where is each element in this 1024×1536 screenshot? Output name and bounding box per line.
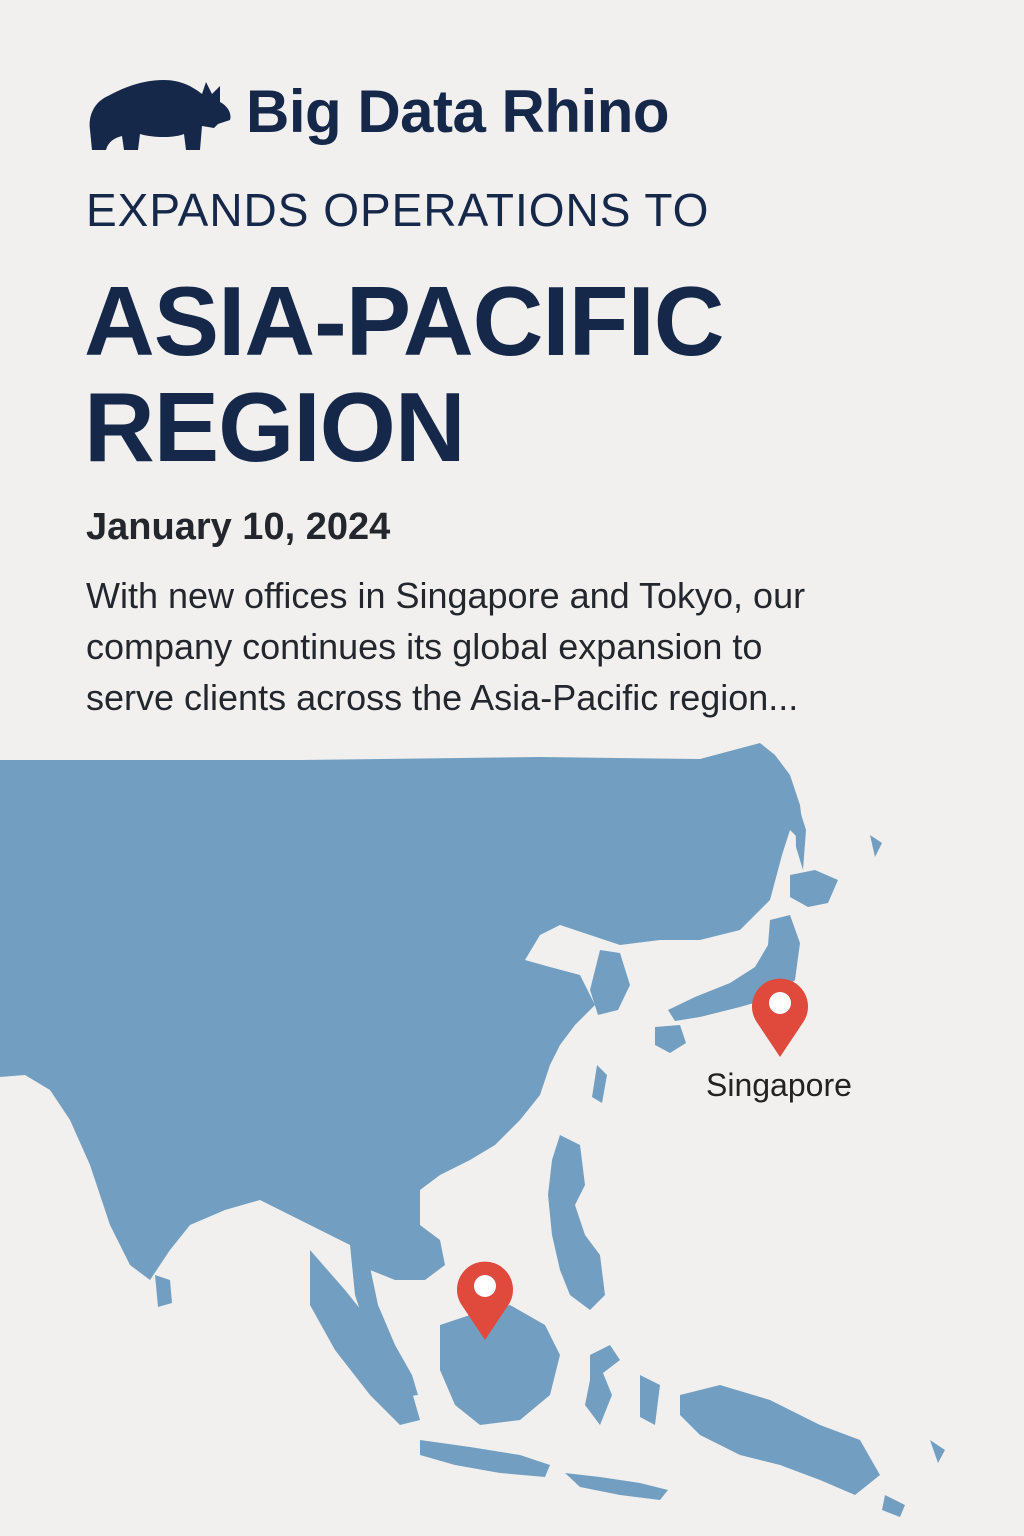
land-small-islands: [870, 835, 945, 1517]
land-sakhalin: [795, 795, 806, 870]
land-korea: [590, 950, 630, 1015]
land-taiwan: [592, 1065, 607, 1103]
map-pin-icon[interactable]: [457, 1261, 513, 1340]
land-hainan: [433, 1147, 452, 1163]
publish-date: January 10, 2024: [86, 506, 391, 548]
land-sri-lanka: [155, 1275, 172, 1307]
land-asia-mainland: [0, 743, 805, 1280]
land-malay-peninsula: [350, 1245, 418, 1397]
land-new-guinea: [680, 1385, 880, 1495]
map-pin-icon[interactable]: [751, 978, 808, 1057]
body-line-3: serve clients across the Asia-Pacific re…: [86, 677, 799, 718]
body-line-1: With new offices in Singapore and Tokyo,…: [86, 575, 806, 616]
land-borneo: [440, 1305, 560, 1425]
brand-name: Big Data Rhino: [246, 78, 670, 145]
rhino-logo-icon: [89, 80, 231, 150]
map-svg: [0, 743, 945, 1517]
land-kyushu: [655, 1025, 686, 1053]
land-sumatra: [310, 1250, 420, 1425]
land-lesser-sunda: [565, 1473, 668, 1500]
headline-line-2: REGION: [84, 372, 466, 482]
land-hokkaido: [790, 870, 838, 907]
headline-line-1: ASIA-PACIFIC: [84, 266, 724, 376]
land-sulawesi: [585, 1345, 620, 1425]
land-philippines: [548, 1135, 605, 1310]
body-line-2: company continues its global expansion t…: [86, 626, 763, 667]
land-maluku: [640, 1375, 660, 1425]
land-java: [420, 1440, 550, 1477]
brand: Big Data Rhino: [84, 72, 670, 152]
headline-kicker: EXPANDS OPERATIONS TO: [86, 184, 710, 236]
body-paragraph: With new offices in Singapore and Tokyo,…: [86, 570, 966, 723]
pin-label-singapore: Singapore: [706, 1067, 852, 1103]
headline: ASIA-PACIFIC REGION: [84, 268, 724, 480]
asia-pacific-map: [0, 735, 1024, 1536]
